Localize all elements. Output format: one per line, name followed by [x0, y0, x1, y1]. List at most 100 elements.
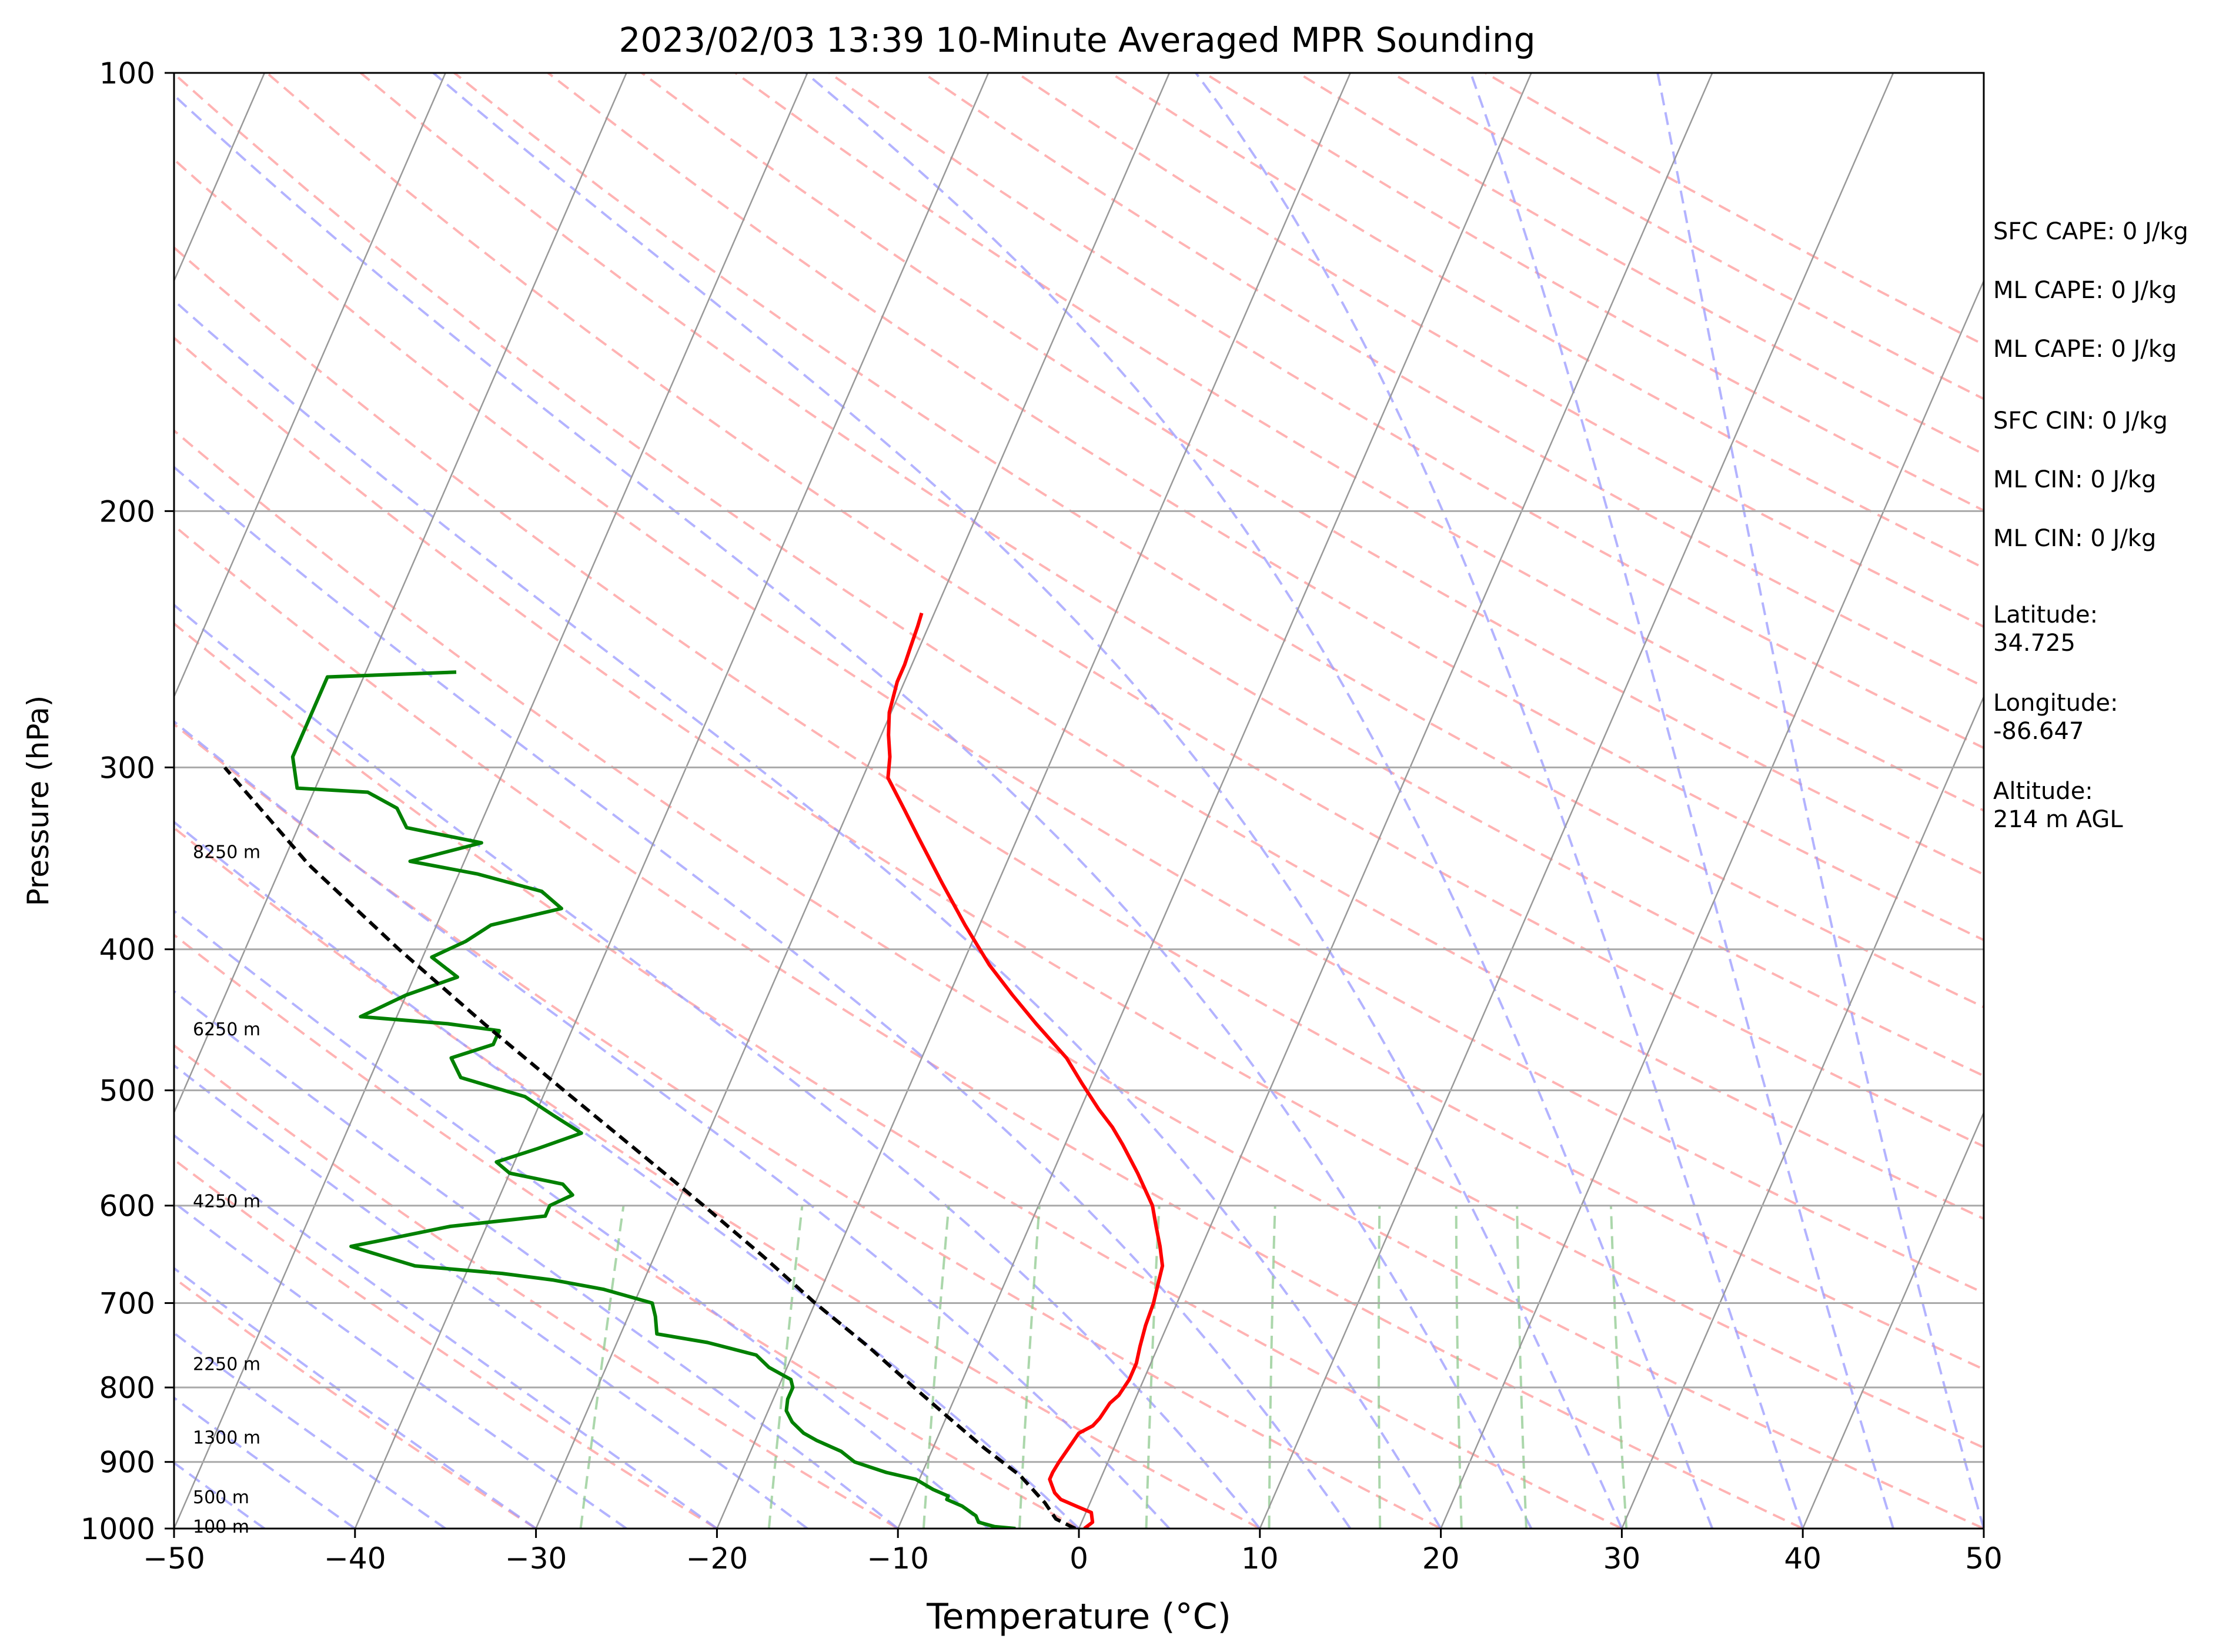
y-tick-label: 900 — [99, 1446, 155, 1480]
dry-adiabat-line — [174, 933, 1079, 1529]
x-tick-label: 0 — [1069, 1541, 1088, 1576]
moist-adiabat-line — [174, 909, 990, 1529]
latitude-text: Latitude: 34.725 — [1993, 601, 2098, 657]
isotherm-line — [174, 73, 808, 1529]
x-tick-label: 30 — [1603, 1541, 1641, 1576]
x-tick-label: −30 — [505, 1541, 567, 1576]
ml-cape-text-2: ML CAPE: 0 J/kg — [1993, 336, 2177, 363]
y-tick-label: 300 — [99, 751, 155, 785]
dry-adiabat-line — [174, 73, 1984, 1220]
dry-adiabat-line — [266, 73, 1984, 1148]
height-label: 500 m — [193, 1487, 249, 1508]
dry-adiabat-line — [174, 622, 1623, 1529]
sfc-cape-text: SFC CAPE: 0 J/kg — [1993, 218, 2188, 245]
y-tick-label: 800 — [99, 1371, 155, 1405]
moist-adiabat-line — [174, 1133, 718, 1529]
series-parcel-line — [223, 766, 1077, 1529]
background-lines — [174, 73, 1984, 1529]
chart-title: 2023/02/03 13:39 10-Minute Averaged MPR … — [619, 20, 1535, 60]
y-tick-label: 400 — [99, 933, 155, 967]
height-label: 8250 m — [193, 842, 260, 862]
series-temperature-line — [886, 612, 1165, 1529]
height-label: 6250 m — [193, 1019, 260, 1040]
height-labels: 100 m 500 m 1300 m 2250 m 4250 m 6250 m 8250 m — [193, 842, 260, 1537]
moist-adiabat-line — [174, 93, 1533, 1529]
ml-cin-text-2: ML CIN: 0 J/kg — [1993, 525, 2157, 552]
x-tick-label: −20 — [686, 1541, 748, 1576]
mixing-ratio-line — [1609, 1205, 1628, 1529]
mixing-ratio-line — [767, 1205, 804, 1529]
dry-adiabat-line — [174, 429, 1984, 1529]
mixing-ratio-line — [579, 1205, 625, 1529]
y-axis-label: Pressure (hPa) — [21, 695, 55, 907]
dry-adiabat-line — [922, 73, 1984, 688]
isotherm-line — [1440, 279, 1984, 1529]
ml-cin-text: ML CIN: 0 J/kg — [1993, 466, 2157, 493]
isotherm-line — [174, 73, 627, 1115]
y-tick-label: 100 — [99, 56, 155, 91]
mixing-ratio-line — [1145, 1205, 1161, 1529]
height-label: 2250 m — [193, 1354, 260, 1375]
moist-adiabat-line — [174, 1064, 808, 1529]
isotherm-line — [1621, 695, 1984, 1529]
plot-frame — [173, 72, 1985, 1530]
y-tick-label: 1000 — [81, 1512, 155, 1546]
isotherm-line — [354, 73, 990, 1529]
moist-adiabat-line — [174, 465, 1352, 1529]
isotherm-line — [535, 73, 1171, 1529]
moist-adiabat-line — [174, 299, 1442, 1529]
x-axis-ticks: −50 −40 −30 −20 −10 0 10 20 30 40 50 — [143, 1529, 2003, 1576]
dry-adiabat-line — [174, 336, 1984, 1449]
y-tick-label: 200 — [99, 494, 155, 529]
moist-adiabat-line — [1656, 73, 1984, 1529]
moist-adiabat-line — [174, 1266, 537, 1529]
dry-adiabat-line — [453, 73, 1984, 1009]
dry-adiabat-line — [547, 73, 1984, 942]
isotherm-line — [716, 73, 1351, 1529]
moist-adiabat-line — [174, 989, 899, 1529]
moist-adiabat-line — [1469, 73, 1895, 1529]
series-dewpoint-line — [290, 670, 1016, 1529]
height-label: 4250 m — [193, 1192, 260, 1212]
y-tick-label: 600 — [99, 1189, 155, 1223]
sfc-cin-text: SFC CIN: 0 J/kg — [1993, 407, 2168, 434]
dry-adiabat-line — [641, 73, 1984, 876]
dry-adiabat-line — [174, 1158, 718, 1529]
longitude-text: Longitude: -86.647 — [1993, 690, 2118, 745]
moist-adiabat-line — [432, 73, 1623, 1529]
isotherm-line — [1078, 73, 1713, 1529]
sounding-series — [223, 612, 1165, 1529]
isotherm-line — [1259, 73, 1894, 1529]
mixing-ratio-line — [922, 1205, 950, 1529]
isotherm-line — [174, 73, 446, 699]
dry-adiabat-line — [360, 73, 1984, 1078]
dry-adiabat-line — [174, 158, 1984, 1295]
dry-adiabat-line — [174, 1276, 537, 1529]
x-tick-label: 20 — [1422, 1541, 1460, 1576]
y-axis-ticks: 100 200 300 400 500 600 700 800 900 1000 — [81, 56, 174, 1546]
x-tick-label: −40 — [324, 1541, 386, 1576]
y-tick-label: 700 — [99, 1286, 155, 1320]
moist-adiabat-line — [174, 603, 1261, 1529]
dry-adiabat-line — [174, 826, 1261, 1529]
y-tick-label: 500 — [99, 1074, 155, 1108]
x-tick-label: −10 — [867, 1541, 929, 1576]
moist-adiabat-line — [805, 73, 1714, 1529]
isotherm-line — [897, 73, 1532, 1529]
height-label: 1300 m — [193, 1427, 260, 1448]
x-tick-label: 10 — [1241, 1541, 1279, 1576]
x-tick-label: 50 — [1965, 1541, 2003, 1576]
x-axis-label: Temperature (°C) — [926, 1596, 1231, 1637]
dry-adiabat-line — [174, 723, 1442, 1529]
ml-cape-text: ML CAPE: 0 J/kg — [1993, 277, 2177, 304]
x-tick-label: −50 — [143, 1541, 205, 1576]
mixing-ratio-line — [1268, 1205, 1276, 1529]
dry-adiabat-line — [734, 73, 1984, 812]
moist-adiabat-line — [1195, 73, 1804, 1529]
moist-adiabat-line — [174, 720, 1171, 1529]
moist-adiabat-line — [174, 820, 1080, 1529]
isotherm-line — [1802, 1111, 1984, 1529]
height-label: 100 m — [193, 1517, 249, 1537]
isobar-grid — [174, 73, 1984, 1529]
